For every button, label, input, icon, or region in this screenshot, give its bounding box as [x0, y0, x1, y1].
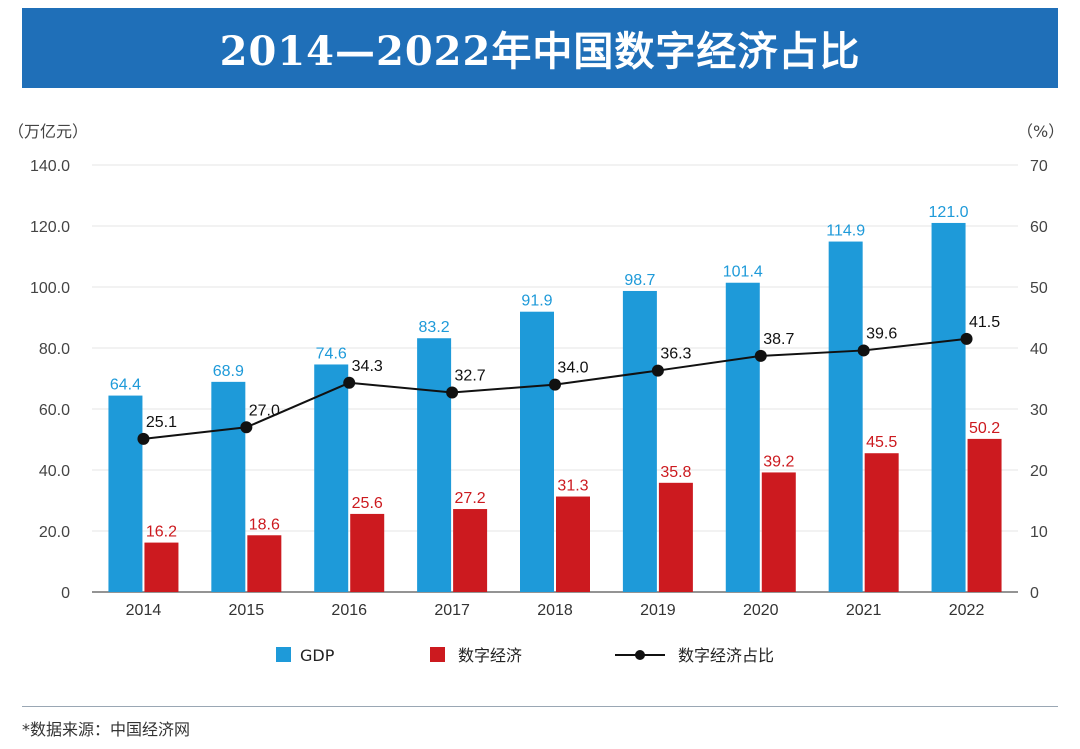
y-left-tick-label: 100.0 [30, 280, 70, 297]
gdp-bar [520, 311, 554, 592]
digital-economy-bar [350, 513, 385, 592]
gdp-bar-label: 121.0 [929, 204, 969, 221]
legend-share-label: 数字经济占比 [678, 646, 774, 665]
gdp-bar [108, 395, 143, 592]
share-point [137, 432, 150, 445]
gdp-bar-label: 83.2 [419, 319, 450, 336]
digital-economy-bar [967, 438, 1002, 592]
share-point [754, 349, 767, 362]
digital-economy-bar-label: 18.6 [249, 516, 280, 533]
digital-economy-bar-label: 45.5 [866, 434, 897, 451]
share-point [446, 386, 459, 399]
gdp-bar-label: 98.7 [624, 272, 655, 289]
gdp-bar-label: 101.4 [723, 264, 763, 281]
share-point [960, 332, 973, 345]
gdp-bar-label: 114.9 [826, 223, 865, 240]
y-left-tick-label: 40.0 [39, 463, 70, 480]
y-right-tick-label: 60 [1030, 219, 1048, 236]
digital-economy-bar-label: 50.2 [969, 420, 1000, 437]
gdp-bar-label: 68.9 [213, 363, 244, 380]
gdp-bar [314, 364, 349, 592]
digital-economy-bar [658, 482, 693, 592]
y-right-tick-label: 50 [1030, 280, 1048, 297]
y-right-tick-label: 30 [1030, 402, 1048, 419]
share-point [240, 421, 253, 434]
share-point [549, 378, 561, 391]
y-right-unit-label: （%） [1017, 122, 1064, 141]
gdp-bar [828, 241, 863, 592]
digital-economy-bar-label: 39.2 [763, 453, 794, 470]
legend-gdp-swatch [276, 647, 291, 662]
share-point [651, 364, 664, 377]
legend-gdp-label: GDP [300, 646, 335, 665]
digital-economy-bar-label: 35.8 [660, 464, 691, 481]
x-tick-label: 2015 [229, 602, 265, 619]
legend-share-marker [635, 650, 645, 660]
y-left-tick-label: 20.0 [39, 524, 70, 541]
y-right-tick-label: 10 [1030, 524, 1048, 541]
chart-svg: 0 20.0 40.0 60.0 80.0 100.0 120.0 140.0 0 10 20 30 4… [8, 122, 1064, 665]
x-tick-label: 2016 [331, 602, 367, 619]
y-left-tick-label: 60.0 [39, 402, 70, 419]
share-point-label: 34.3 [352, 358, 383, 375]
x-tick-label: 2019 [640, 602, 676, 619]
title-banner: 2014—2022年中国数字经济占比 [22, 8, 1058, 88]
gdp-bar [725, 282, 760, 592]
digital-economy-bar-label: 31.3 [557, 478, 588, 495]
y-left-unit-label: （万亿元） [8, 122, 88, 141]
source-divider [22, 706, 1058, 707]
digital-economy-bar [556, 496, 590, 592]
x-tick-label: 2021 [846, 602, 882, 619]
digital-economy-bar [144, 542, 179, 592]
digital-economy-bar [761, 472, 796, 592]
x-tick-label: 2022 [949, 602, 985, 619]
gdp-bar [417, 338, 452, 592]
share-point [343, 376, 356, 389]
gdp-bar-label: 74.6 [316, 345, 347, 362]
source-note: *数据来源：中国经济网 [22, 720, 191, 739]
share-point-label: 27.0 [249, 402, 280, 419]
y-left-tick-label: 0 [61, 585, 70, 602]
digital-economy-bar-label: 27.2 [455, 490, 486, 507]
legend-digital-label: 数字经济 [458, 646, 522, 665]
share-point-label: 25.1 [146, 414, 177, 431]
digital-economy-bar [864, 453, 899, 592]
y-right-tick-label: 70 [1030, 158, 1048, 175]
x-tick-label: 2020 [743, 602, 779, 619]
y-right-tick-label: 20 [1030, 463, 1048, 480]
gdp-bar [931, 222, 966, 592]
gdp-bar [211, 381, 246, 592]
digital-economy-bar [247, 535, 282, 592]
y-left-tick-label: 80.0 [39, 341, 70, 358]
x-tick-label: 2017 [434, 602, 470, 619]
chart-title: 2014—2022年中国数字经济占比 [219, 28, 861, 75]
legend-digital-swatch [430, 647, 445, 662]
y-right-tick-label: 0 [1030, 585, 1039, 602]
share-point-label: 38.7 [763, 331, 794, 348]
digital-economy-bar-label: 16.2 [146, 524, 177, 541]
gdp-bar [622, 290, 657, 592]
share-point-label: 34.0 [557, 360, 588, 377]
x-tick-label: 2018 [537, 602, 573, 619]
digital-economy-bar-label: 25.6 [352, 495, 383, 512]
share-point-label: 32.7 [455, 368, 486, 385]
digital-economy-bar [453, 509, 488, 592]
x-tick-label: 2014 [126, 602, 162, 619]
share-point [857, 344, 870, 357]
share-point-label: 39.6 [866, 325, 897, 342]
share-point-label: 41.5 [969, 314, 1000, 331]
y-left-tick-label: 140.0 [30, 158, 70, 175]
y-left-tick-label: 120.0 [30, 219, 70, 236]
gdp-bar-label: 64.4 [110, 377, 141, 394]
share-point-label: 36.3 [660, 346, 691, 363]
y-right-tick-label: 40 [1030, 341, 1048, 358]
gdp-bar-label: 91.9 [521, 293, 552, 310]
